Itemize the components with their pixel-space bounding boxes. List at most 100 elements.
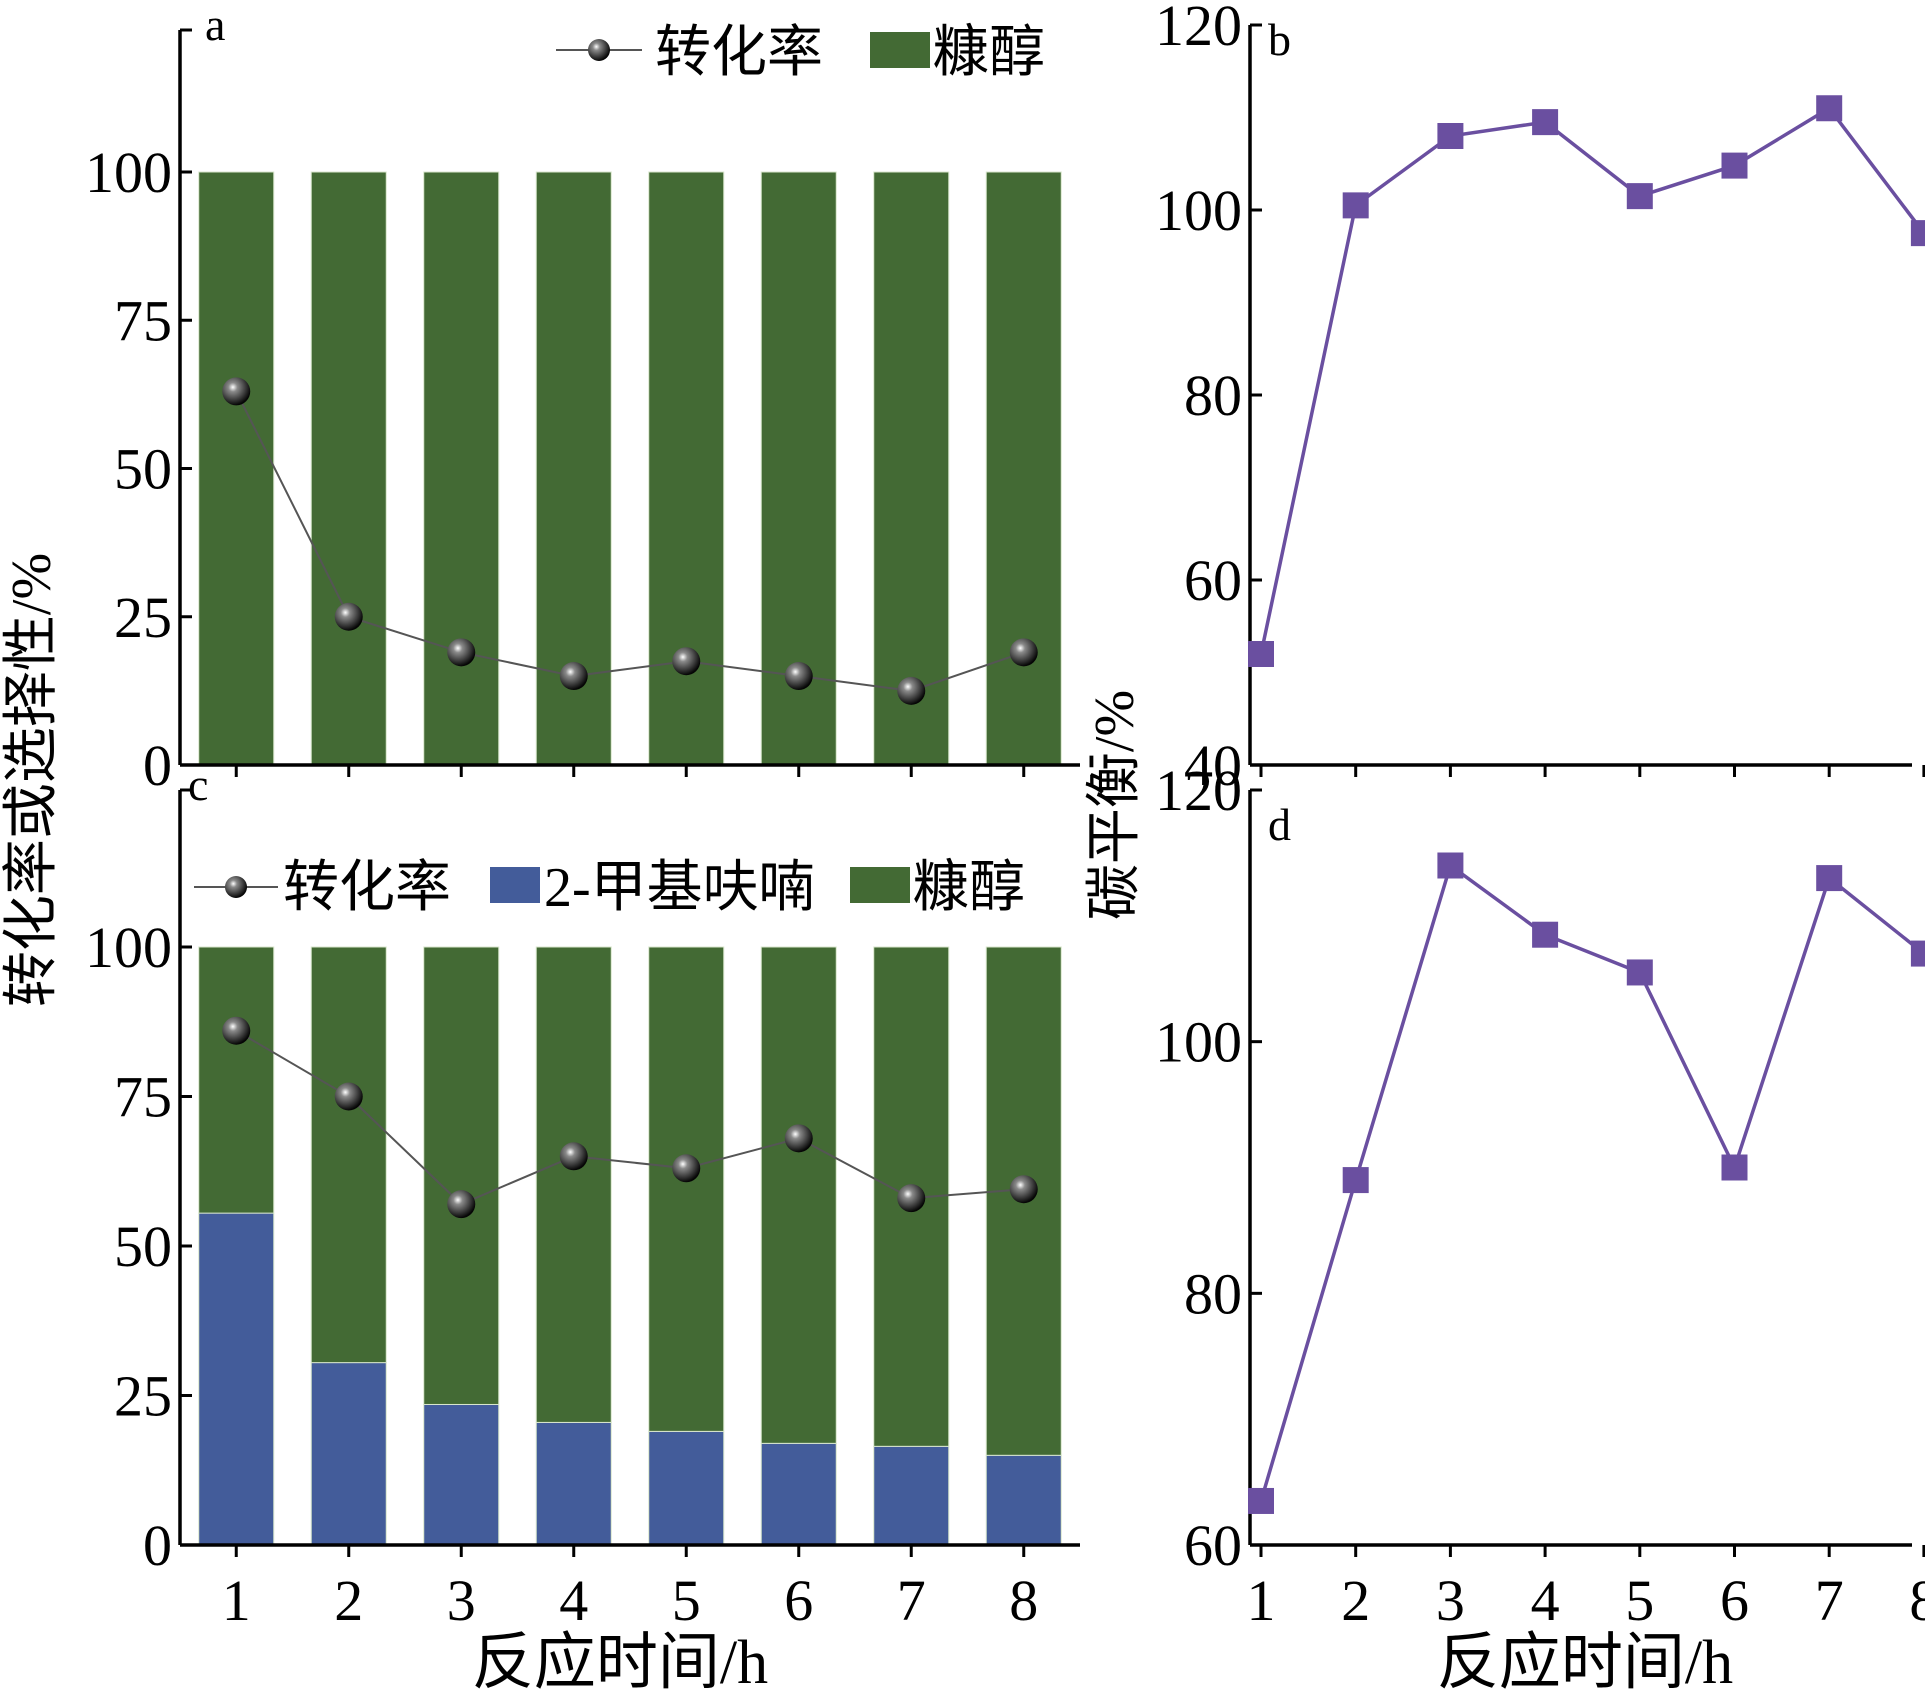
panel-c-x-tick-label-7: 7 <box>897 1568 926 1633</box>
panel-b-carbon-balance-point-6 <box>1721 152 1748 179</box>
panel-a-legend: 转化率 糠醇 <box>556 22 1045 84</box>
panel-c-legend-furfuryl-label: 糠醇 <box>913 857 1025 919</box>
panel-d-x-tick-label-4: 4 <box>1531 1568 1560 1633</box>
panel-a-label: a <box>205 0 225 50</box>
panel-d-carbon-balance-point-5 <box>1626 959 1653 986</box>
panel-c-bar-furfuryl-1 <box>198 946 275 1214</box>
panel-a-legend-conversion-marker <box>588 39 610 61</box>
panel-d-x-tick-label-8: 8 <box>1909 1568 1925 1633</box>
left-y-axis-label: 转化率或选择性/% <box>1 553 63 1007</box>
panel-b-label: b <box>1268 14 1291 65</box>
panel-d-x-tick-label-2: 2 <box>1341 1568 1370 1633</box>
panel-c-bar-furfuryl-5 <box>648 946 725 1432</box>
panel-c-conversion-point-2 <box>334 1082 363 1111</box>
panel-c-legend-methylfuran-label: 2-甲基呋喃 <box>544 857 815 919</box>
panel-c-bar-methylfuran-6 <box>760 1442 837 1546</box>
panel-c-y-tick-label-50: 50 <box>114 1214 172 1279</box>
panel-b-y-tick-label-40: 40 <box>1184 733 1242 798</box>
panel-d-label: d <box>1268 799 1291 850</box>
panel-c-y-tick-label-0: 0 <box>143 1513 172 1578</box>
panel-d: d 60 80 100 120 1 2 3 4 5 6 7 8 <box>1155 758 1925 1633</box>
panel-b-carbon-balance-point-1 <box>1248 641 1274 667</box>
panel-c-bar-methylfuran-2 <box>310 1362 387 1546</box>
panel-c-label: c <box>188 759 208 810</box>
panel-d-carbon-balance-point-6 <box>1721 1154 1748 1181</box>
panel-a-conversion-point-2 <box>334 602 363 631</box>
panel-c-legend-methylfuran-swatch <box>490 867 540 903</box>
panel-c-conversion-point-8 <box>1009 1175 1038 1204</box>
panel-d-y-tick-label-120: 120 <box>1155 758 1242 823</box>
panel-a-bar-furfuryl-3 <box>423 171 500 766</box>
panel-d-x-tick-label-5: 5 <box>1625 1568 1654 1633</box>
panel-c: c 转化率 2-甲基呋喃 糠醇 0 25 50 75 100 1 2 3 4 5 6 7 8 <box>85 759 1080 1633</box>
panel-a-conversion-point-4 <box>559 662 588 691</box>
panel-a-bar-furfuryl-7 <box>873 171 950 766</box>
panel-d-x-tick-label-3: 3 <box>1436 1568 1465 1633</box>
right-y-axis-label: 碳平衡/% <box>1084 690 1146 920</box>
panel-d-carbon-balance-point-7 <box>1816 865 1843 892</box>
panel-b-carbon-balance-point-7 <box>1816 95 1843 122</box>
panel-a-y-tick-label-100: 100 <box>85 140 172 205</box>
panel-c-bar-furfuryl-2 <box>310 946 387 1364</box>
panel-b-carbon-balance-point-2 <box>1342 192 1369 219</box>
panel-c-x-tick-label-5: 5 <box>672 1568 701 1633</box>
panel-c-conversion-point-7 <box>897 1184 926 1213</box>
panel-c-legend-furfuryl-swatch <box>850 867 910 903</box>
panel-a-conversion-point-8 <box>1009 638 1038 667</box>
panel-d-carbon-balance-line <box>1259 862 1925 1502</box>
panel-d-x-tick-label-6: 6 <box>1720 1568 1749 1633</box>
right-x-axis-label: 反应时间/h <box>1437 1629 1733 1689</box>
panel-a-bar-furfuryl-2 <box>310 171 387 766</box>
panel-a-conversion-point-3 <box>447 638 476 667</box>
panel-a-conversion-point-7 <box>897 676 926 705</box>
panel-c-x-tick-label-3: 3 <box>447 1568 476 1633</box>
panel-b-y-tick-label-60: 60 <box>1184 548 1242 613</box>
panel-d-y-tick-label-100: 100 <box>1155 1010 1242 1075</box>
panel-c-bar-methylfuran-3 <box>423 1403 500 1546</box>
left-x-axis-label: 反应时间/h <box>472 1629 768 1689</box>
panel-c-conversion-line <box>235 1029 1024 1206</box>
panel-a-conversion-point-6 <box>784 662 813 691</box>
panel-c-conversion-point-1 <box>222 1016 251 1045</box>
panel-c-bar-methylfuran-1 <box>198 1212 275 1546</box>
panel-d-x-tick-label-7: 7 <box>1815 1568 1844 1633</box>
panel-d-x-tick-label-1: 1 <box>1247 1568 1276 1633</box>
panel-d-carbon-balance-point-4 <box>1532 921 1559 948</box>
panel-c-legend-conversion-label: 转化率 <box>283 857 451 919</box>
panel-d-y-tick-label-80: 80 <box>1184 1261 1242 1326</box>
panel-b-carbon-balance-point-3 <box>1437 123 1464 149</box>
panel-d-carbon-balance-point-1 <box>1248 1487 1274 1514</box>
panel-a-conversion-line <box>235 390 1025 692</box>
panel-b-carbon-balance-point-5 <box>1626 183 1653 210</box>
panel-c-y-tick-label-25: 25 <box>114 1364 172 1429</box>
panel-a: a 转化率 糠醇 0 25 50 75 100 <box>85 0 1080 798</box>
panel-d-carbon-balance-point-2 <box>1342 1167 1369 1194</box>
panel-d-carbon-balance-point-3 <box>1437 852 1464 879</box>
panel-a-y-tick-label-50: 50 <box>114 437 172 502</box>
panel-b-y-tick-label-80: 80 <box>1184 363 1242 428</box>
panel-b-carbon-balance-point-4 <box>1532 109 1559 136</box>
panel-d-carbon-balance-point-8 <box>1910 940 1925 967</box>
panel-b: b 40 60 80 100 120 <box>1155 0 1925 798</box>
panel-c-bar-methylfuran-4 <box>535 1421 612 1546</box>
panel-b-y-tick-label-100: 100 <box>1155 178 1242 243</box>
panel-b-carbon-balance-line <box>1259 105 1925 655</box>
panel-c-bar-furfuryl-3 <box>423 946 500 1405</box>
panel-c-legend: 转化率 2-甲基呋喃 糠醇 <box>194 857 1025 919</box>
panel-a-bar-furfuryl-5 <box>648 171 725 766</box>
panel-d-y-tick-label-60: 60 <box>1184 1513 1242 1578</box>
panel-c-y-tick-label-100: 100 <box>85 915 172 980</box>
panel-a-conversion-point-1 <box>222 377 251 406</box>
panel-a-legend-furfuryl-label: 糠醇 <box>933 22 1045 84</box>
panel-c-conversion-point-5 <box>672 1154 701 1183</box>
panel-a-legend-furfuryl-swatch <box>870 32 930 68</box>
panel-a-legend-conversion-label: 转化率 <box>655 22 823 84</box>
panel-c-conversion-point-4 <box>559 1142 588 1171</box>
panel-c-x-tick-label-6: 6 <box>784 1568 813 1633</box>
panel-c-conversion-point-6 <box>784 1124 813 1153</box>
panel-a-conversion-point-5 <box>672 647 701 676</box>
panel-c-x-tick-label-1: 1 <box>222 1568 251 1633</box>
panel-c-conversion-point-3 <box>447 1190 476 1219</box>
panel-a-y-tick-label-0: 0 <box>143 733 172 798</box>
